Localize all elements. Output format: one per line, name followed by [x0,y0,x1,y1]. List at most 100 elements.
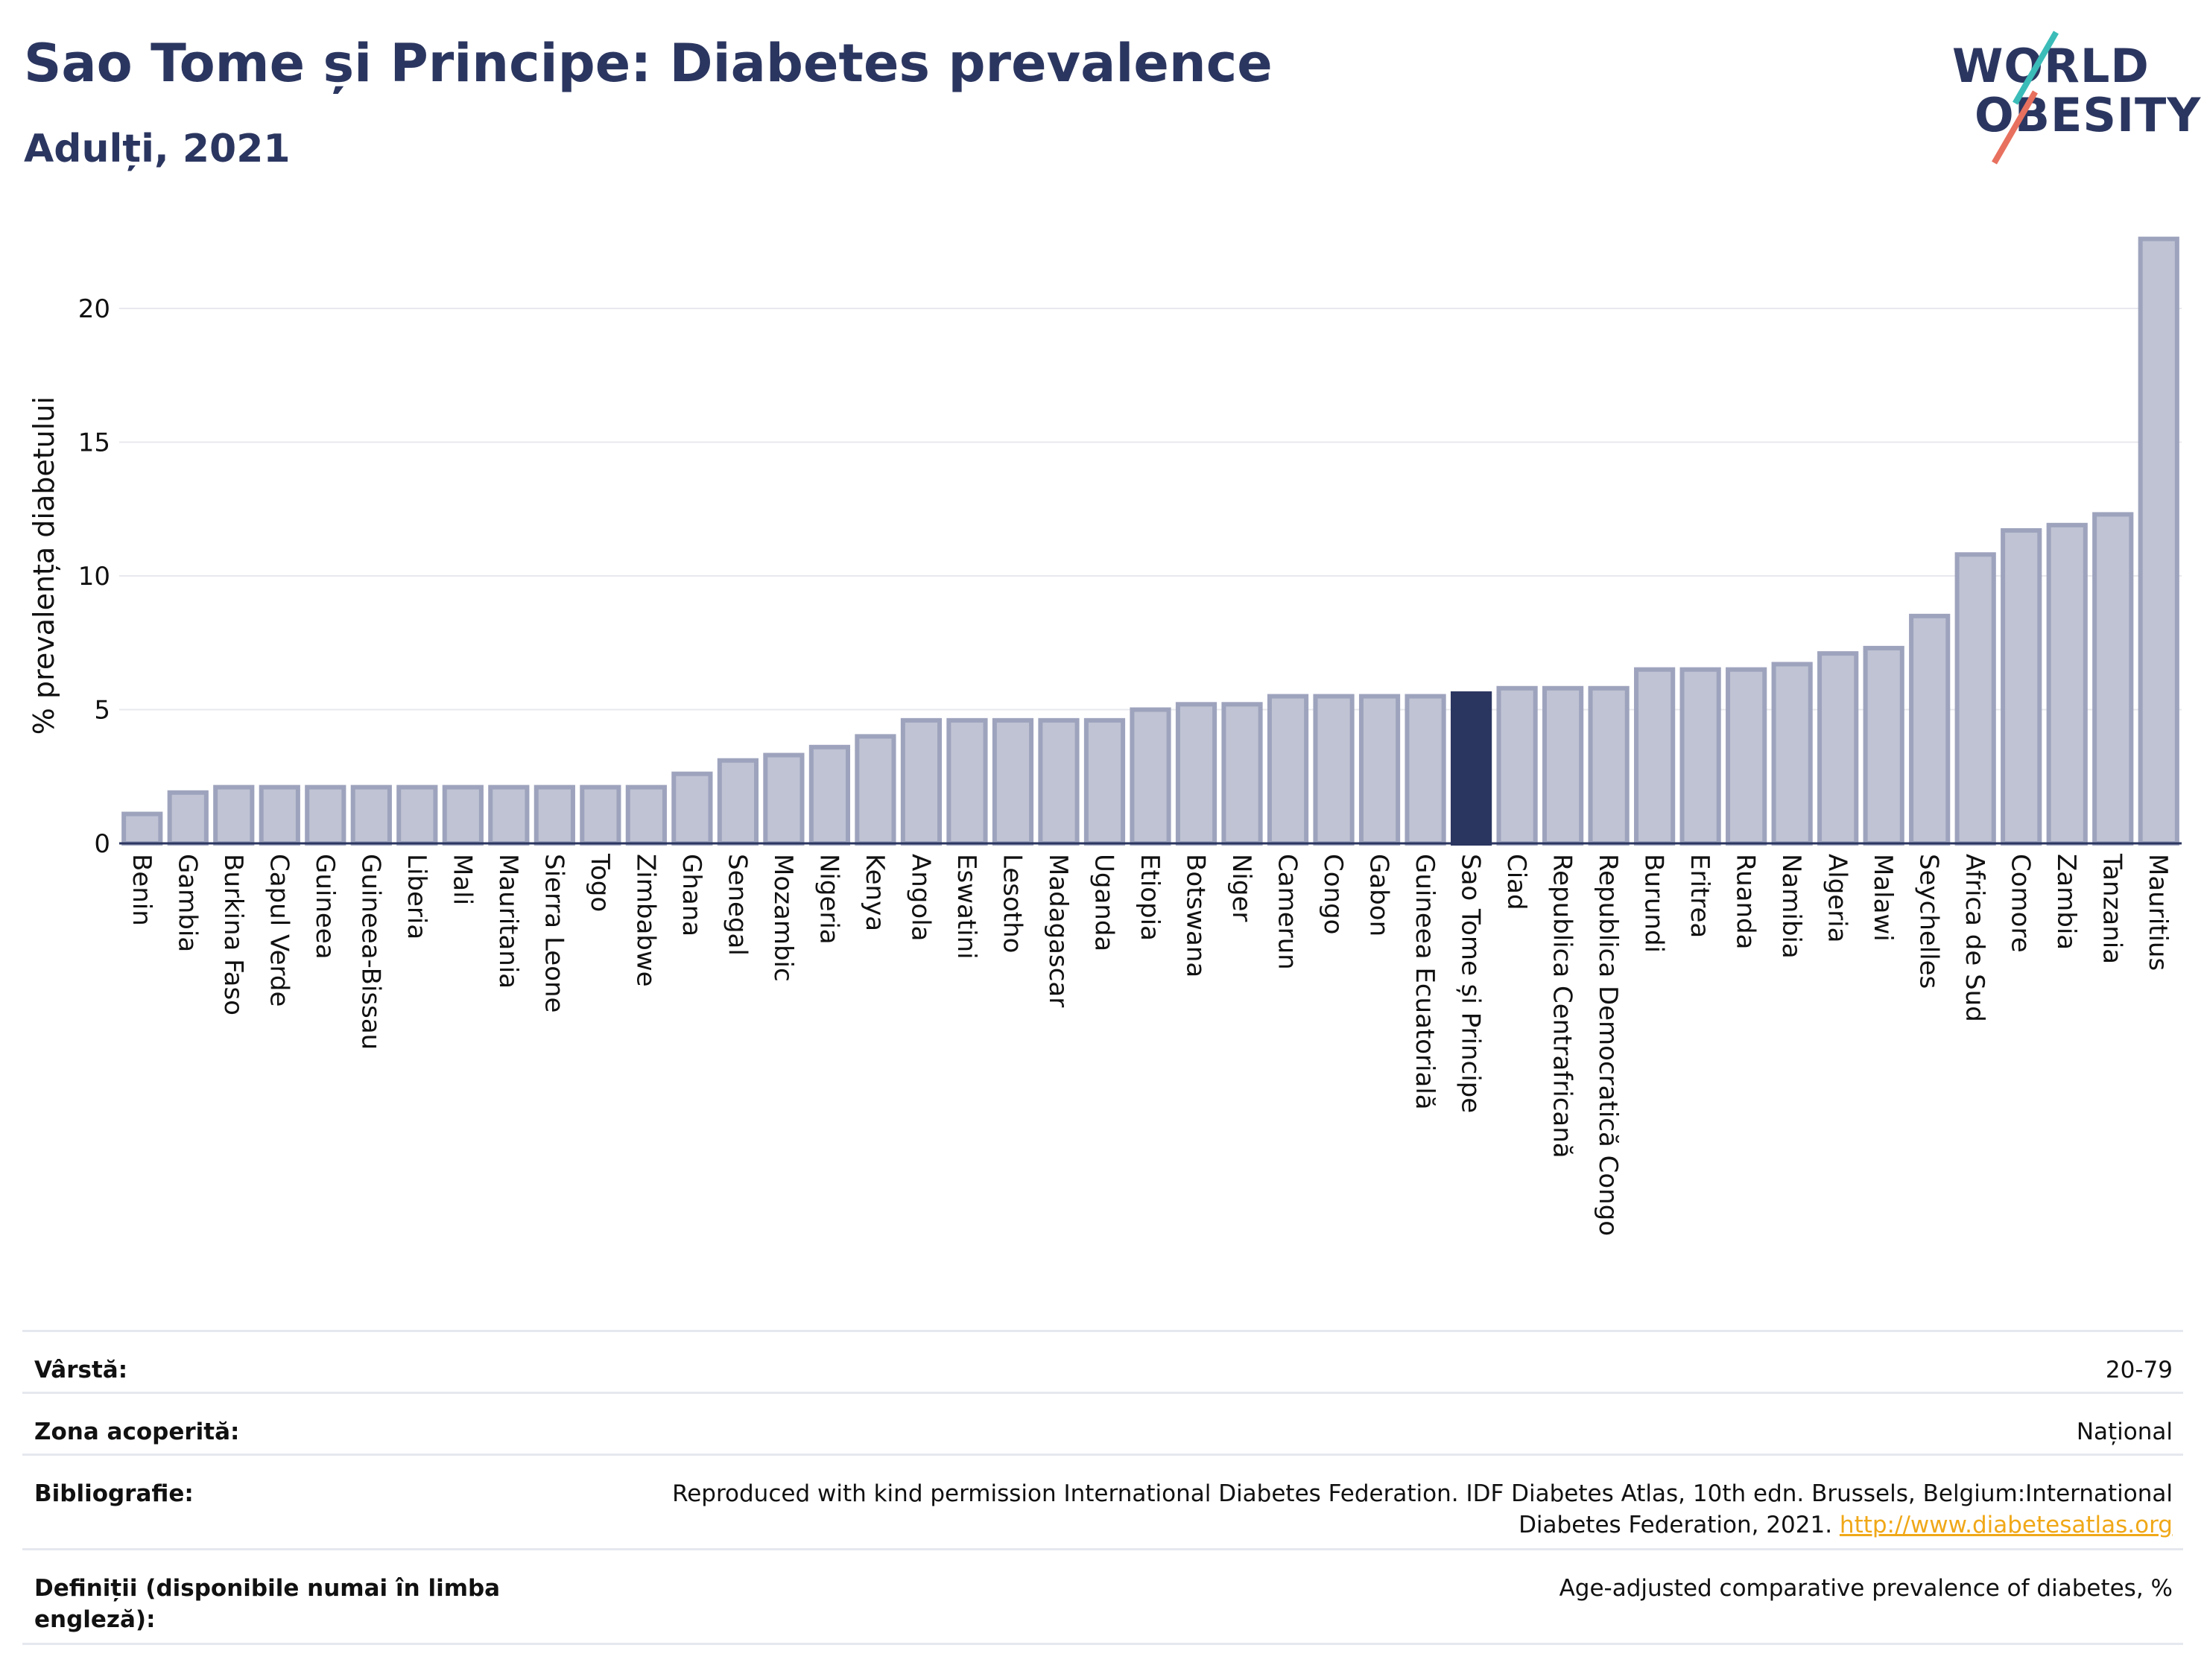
bar[interactable] [1175,702,1217,846]
y-tick-label: 10 [78,562,110,592]
bar[interactable] [1130,707,1171,846]
y-tick-label: 15 [78,428,110,458]
diabetes-atlas-link[interactable]: http://www.diabetesatlas.org [1839,1512,2173,1538]
bar[interactable] [1817,651,1859,846]
x-tick-label: Burkina Faso [218,854,248,1015]
bar[interactable] [1267,694,1309,846]
x-tick-label: Zimbabwe [630,854,660,987]
bar[interactable] [2001,527,2042,846]
bar[interactable] [1726,667,1767,846]
bar[interactable] [671,771,713,846]
x-tick-label: Eswatini [951,854,981,960]
x-tick-label: Algeria [1823,854,1852,942]
x-tick-label: Ciad [1501,854,1531,910]
bar[interactable] [625,784,667,846]
bar[interactable] [1496,685,1538,846]
info-value: 20-79 [2105,1357,2173,1383]
info-row-age: Vârstă: 20-79 [22,1330,2183,1392]
x-tick-label: Burundi [1639,854,1669,953]
x-tick-label: Liberia [402,854,431,939]
x-tick-label: Guineea [310,854,340,960]
x-tick-label: Togo [585,853,615,912]
bar[interactable] [533,784,575,846]
bar[interactable] [1083,717,1126,846]
bar[interactable] [1954,552,1996,846]
bar[interactable] [305,784,346,846]
bar[interactable] [900,717,943,846]
y-axis-label: % prevalența diabetului [28,396,60,735]
bar[interactable] [1679,667,1721,846]
x-tick-label: Capul Verde [264,854,294,1007]
x-tick-label: Eritrea [1685,854,1714,938]
x-tick-label: Camerun [1273,854,1302,970]
y-tick-label: 0 [94,829,110,859]
bar-highlight[interactable] [1450,691,1492,846]
x-tick-label: Africa de Sud [1960,854,1989,1022]
bar[interactable] [442,784,484,846]
bar[interactable] [167,790,209,846]
x-tick-label: Namibia [1776,854,1806,959]
bar[interactable] [1221,702,1263,846]
x-tick-label: Republica Centrafricană [1548,854,1577,1158]
bar[interactable] [1909,613,1951,846]
bar[interactable] [855,734,896,846]
info-label: Definiții (disponibile numai în limba en… [34,1575,501,1633]
info-row-definitions: Definiții (disponibile numai în limba en… [22,1548,2183,1645]
x-tick-label: Mozambic [768,854,798,982]
bar[interactable] [396,784,438,846]
bar[interactable] [213,784,255,846]
bar[interactable] [1588,685,1630,846]
x-tick-label: Mali [447,854,477,905]
bar[interactable] [1863,645,1904,846]
bar[interactable] [1313,694,1355,846]
bar[interactable] [121,811,163,846]
info-label: Zona acoperită: [34,1419,240,1445]
bar[interactable] [2092,512,2134,846]
bar[interactable] [488,784,530,846]
info-row-coverage: Zona acoperită: Național [22,1392,2183,1454]
info-value: Reproduced with kind permission Internat… [608,1456,2183,1541]
bar[interactable] [1405,694,1446,846]
bar[interactable] [1542,685,1584,846]
x-tick-label: Senegal [722,854,752,956]
x-tick-label: Sierra Leone [539,854,569,1012]
info-row-bibliography: Bibliografie: Reproduced with kind permi… [22,1454,2183,1548]
bar[interactable] [2138,236,2179,846]
bar[interactable] [1358,694,1401,846]
x-tick-label: Mauritius [2143,854,2173,971]
x-tick-label: Ruanda [1731,854,1761,949]
x-tick-label: Malawi [1868,854,1898,942]
bar[interactable] [1634,667,1676,846]
x-tick-label: Guineea-Bissau [355,854,385,1050]
bar-chart: 0 5 10 15 20 % prevalența diabetului Benin Gamb… [28,236,2182,1236]
x-tick-label: Etiopia [1135,854,1165,941]
x-tick-label: Angola [905,854,935,941]
bar[interactable] [946,717,988,846]
bar[interactable] [717,758,759,846]
x-tick-label: Gabon [1364,854,1394,936]
x-tick-label: Niger [1226,854,1256,922]
bar[interactable] [1771,662,1813,846]
bar[interactable] [580,784,621,846]
bar[interactable] [350,784,392,846]
x-tick-label: Sao Tome și Principe [1456,854,1486,1113]
x-tick-label: Republica Democratică Congo [1593,854,1623,1236]
info-value: Național [2076,1419,2173,1445]
page-title: Sao Tome și Principe: Diabetes prevalenc… [24,33,1273,94]
x-tick-label: Kenya [860,854,890,931]
x-tick-label: Guineea Ecuatorială [1410,854,1440,1110]
bar[interactable] [259,784,300,846]
x-tick-label: Lesotho [997,854,1027,953]
x-tick-label: Benin [127,854,156,926]
x-tick-label: Botswana [1181,854,1211,977]
bar[interactable] [763,752,805,846]
x-tick-label: Ghana [677,854,706,936]
x-tick-label: Seychelles [1914,854,1944,989]
bar[interactable] [992,717,1034,846]
bar[interactable] [1038,717,1080,846]
bar[interactable] [2046,522,2088,846]
info-table: Vârstă: 20-79 Zona acoperită: Național B… [22,1330,2183,1645]
bar[interactable] [808,744,851,846]
x-tick-label: Tanzania [2097,853,2127,964]
x-tick-label: Zambia [2051,854,2081,950]
